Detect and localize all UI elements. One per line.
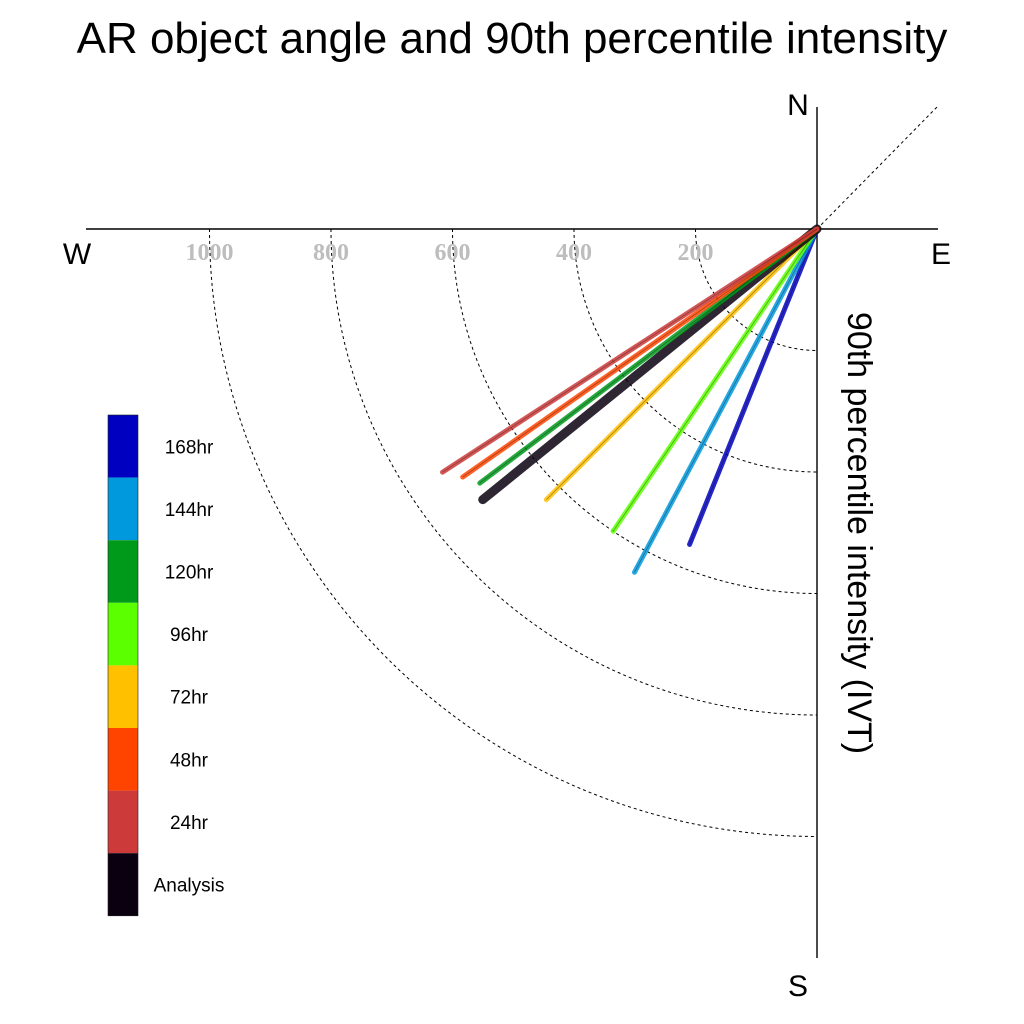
vector-center-line — [442, 228, 818, 473]
chart-title: AR object angle and 90th percentile inte… — [76, 14, 948, 63]
radial-ring — [330, 228, 818, 716]
vector-line — [687, 226, 820, 547]
direction-north: N — [787, 89, 809, 122]
legend-swatch — [108, 853, 138, 916]
vector-center-line — [634, 228, 818, 573]
legend-label: 72hr — [170, 688, 209, 709]
legend: 168hr 144hr 120hr 96hr 72hr 48hr 24hr Analysis — [107, 414, 225, 917]
radial-tick-label: 600 — [435, 240, 471, 266]
legend-label: 48hr — [170, 750, 209, 771]
radial-ring — [452, 228, 818, 594]
series-vector — [631, 226, 820, 575]
compass-axes — [86, 105, 939, 958]
series-vector — [460, 226, 820, 480]
vector-center-line — [612, 228, 818, 532]
vector-line — [460, 226, 820, 480]
radial-tick-label: 800 — [313, 240, 349, 266]
vector-line — [631, 226, 820, 575]
direction-east: E — [931, 238, 951, 271]
radial-rings — [209, 228, 818, 837]
legend-swatch — [108, 602, 138, 666]
radial-tick-labels: 1000 800 600 400 200 — [186, 240, 714, 266]
radial-ring — [695, 228, 818, 351]
series-vectors — [440, 224, 822, 575]
series-vector — [478, 224, 822, 505]
series-vector — [543, 226, 820, 503]
legend-swatch — [108, 415, 138, 478]
legend-label: 24hr — [170, 813, 209, 834]
vector-line — [440, 226, 820, 475]
radial-tick-label: 200 — [678, 240, 714, 266]
legend-border — [107, 414, 139, 917]
legend-label: Analysis — [154, 876, 225, 897]
legend-swatch — [108, 728, 138, 791]
vector-center-line — [462, 228, 818, 478]
vector-center-line — [689, 228, 818, 545]
vector-center-line — [546, 228, 818, 500]
radial-ring — [209, 228, 818, 837]
radial-tick-label: 1000 — [186, 240, 234, 266]
legend-swatch — [108, 665, 138, 728]
series-vector — [687, 226, 820, 547]
legend-label: 120hr — [165, 563, 214, 584]
radial-ring — [573, 228, 818, 473]
legend-label: 96hr — [170, 625, 209, 646]
legend-swatch — [108, 790, 138, 854]
legend-swatch — [108, 477, 138, 541]
series-vector — [440, 226, 820, 475]
y-axis-label: 90th percentile intensity (IVT) — [840, 312, 878, 754]
legend-label: 144hr — [165, 500, 214, 521]
direction-south: S — [788, 970, 808, 1003]
vector-line — [610, 226, 820, 534]
radial-tick-label: 400 — [556, 240, 592, 266]
vector-line — [478, 224, 822, 505]
vector-line — [543, 226, 820, 503]
direction-west: W — [63, 238, 92, 271]
legend-label: 168hr — [165, 437, 214, 458]
diagonal-guide — [816, 105, 939, 230]
legend-swatch — [108, 540, 138, 603]
series-vector — [610, 226, 820, 534]
